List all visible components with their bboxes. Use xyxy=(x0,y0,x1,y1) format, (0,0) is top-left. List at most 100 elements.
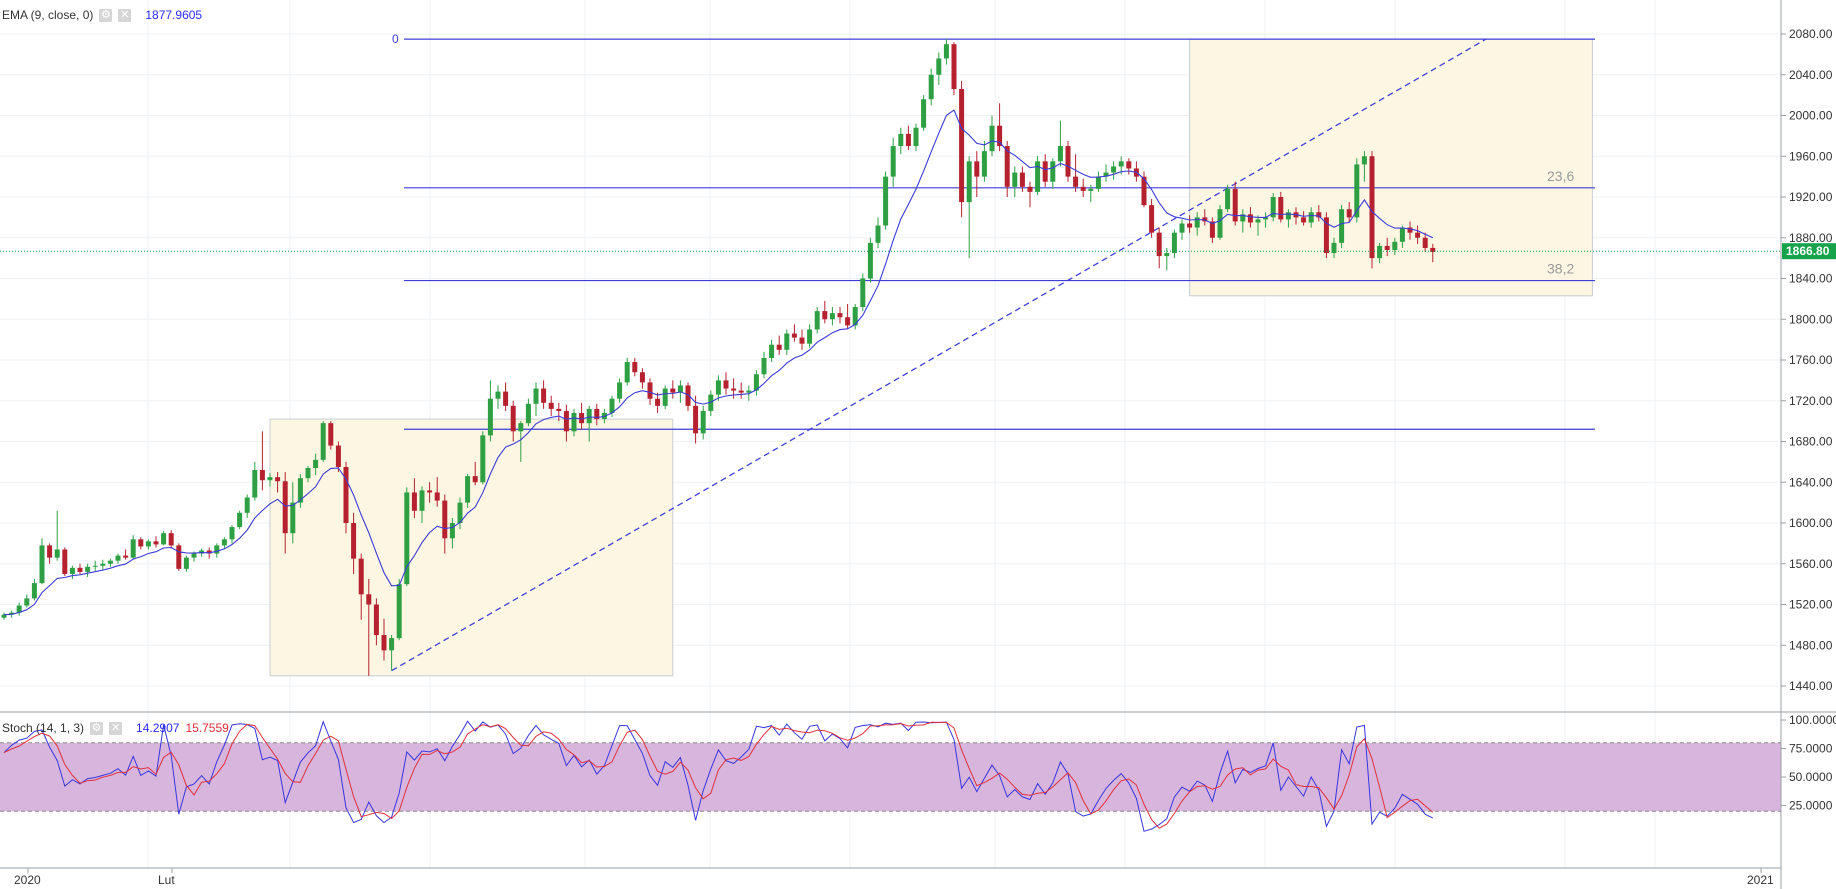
candle-body xyxy=(776,344,782,350)
candle-body xyxy=(594,408,600,420)
candle-body xyxy=(69,567,75,574)
candle-body xyxy=(1323,217,1329,254)
price-zone xyxy=(269,418,674,677)
candle-body xyxy=(229,527,235,540)
candle-body xyxy=(905,133,911,147)
candle-body xyxy=(1225,188,1231,210)
candle-body xyxy=(115,555,121,561)
candle-body xyxy=(495,391,501,399)
candle-body xyxy=(685,385,691,406)
candle-body xyxy=(39,545,45,584)
candle-body xyxy=(609,398,615,413)
stoch-lines xyxy=(3,720,1434,832)
settings-icon[interactable]: ⚙ xyxy=(90,721,104,735)
candle-body xyxy=(1339,209,1345,243)
candle-body xyxy=(1308,212,1314,223)
candle-body xyxy=(662,388,668,406)
candle-body xyxy=(1019,172,1025,187)
stoch-tick-label: 75.0000 xyxy=(1789,742,1833,756)
candle-body xyxy=(449,523,455,539)
candle-body xyxy=(518,423,524,432)
candle-body xyxy=(1278,197,1284,220)
candle-body xyxy=(138,539,144,547)
candle-body xyxy=(1392,241,1398,250)
candle-body xyxy=(966,161,972,203)
candle-body xyxy=(381,635,387,651)
candle-body xyxy=(1430,247,1436,253)
candle-body xyxy=(1035,161,1041,192)
candle-body xyxy=(1232,188,1238,222)
candle-body xyxy=(533,388,539,404)
candle-body xyxy=(221,539,227,546)
candle-body xyxy=(1255,219,1261,223)
candle-body xyxy=(1369,156,1375,259)
candle-body xyxy=(753,374,759,391)
candle-body xyxy=(1111,166,1117,173)
candle-body xyxy=(199,550,205,554)
candle-body xyxy=(556,408,562,411)
stoch-band xyxy=(0,742,1781,812)
candle-body xyxy=(700,410,706,434)
candle-body xyxy=(1187,223,1193,228)
stoch-k-line xyxy=(3,720,1434,832)
price-zone xyxy=(1189,38,1593,297)
candle-body xyxy=(191,553,197,558)
candle-body xyxy=(1240,214,1246,222)
candle-body xyxy=(913,127,919,147)
close-icon[interactable]: ✕ xyxy=(109,721,123,735)
candle-body xyxy=(837,313,843,318)
candle-body xyxy=(47,545,53,558)
time-tick-label: Lut xyxy=(158,873,175,887)
candle-body xyxy=(898,133,904,147)
candle-body xyxy=(852,307,858,326)
candle-body xyxy=(389,638,395,651)
candle-body xyxy=(586,408,592,424)
candle-body xyxy=(814,311,820,330)
candle-body xyxy=(1088,188,1094,191)
candle-body xyxy=(1217,209,1223,238)
candle-body xyxy=(153,541,159,545)
price-tick-label: 1560.00 xyxy=(1789,557,1833,571)
candle-body xyxy=(548,402,554,409)
candle-body xyxy=(16,605,22,613)
candle-body xyxy=(1316,212,1322,218)
trendline[interactable] xyxy=(391,38,1487,672)
stoch-tick-label: 100.0000 xyxy=(1789,713,1836,727)
candle-body xyxy=(1354,164,1360,218)
price-tick-label: 1520.00 xyxy=(1789,598,1833,612)
candle-body xyxy=(267,477,273,481)
candle-body xyxy=(1171,232,1177,254)
ema-path xyxy=(3,109,1434,616)
candle-body xyxy=(943,44,949,59)
candle-body xyxy=(579,412,585,424)
candle-body xyxy=(472,476,478,483)
fib-retracement[interactable]: 0 23,6 38,2 xyxy=(392,32,1595,430)
candle-body xyxy=(214,545,220,554)
candle-body xyxy=(989,125,995,152)
stoch-d-line xyxy=(3,721,1434,829)
candle-body xyxy=(351,523,357,559)
candle-body xyxy=(769,344,775,358)
candle-body xyxy=(1103,172,1109,177)
candle-body xyxy=(343,466,349,523)
candle-body xyxy=(723,380,729,389)
candle-body xyxy=(1361,156,1367,165)
price-tick-label: 1480.00 xyxy=(1789,638,1833,652)
settings-icon[interactable]: ⚙ xyxy=(99,8,113,22)
close-icon[interactable]: ✕ xyxy=(118,8,132,22)
last-price-badge xyxy=(1782,243,1836,260)
candle-body xyxy=(639,372,645,383)
candle-body xyxy=(290,502,296,534)
candle-body xyxy=(1422,237,1428,248)
candle-body xyxy=(1118,161,1124,167)
candle-body xyxy=(62,549,68,574)
candle-body xyxy=(1126,161,1132,169)
candle-body xyxy=(1399,227,1405,242)
candle-body xyxy=(951,44,957,90)
candle-body xyxy=(822,311,828,320)
price-tick-label: 1960.00 xyxy=(1789,149,1833,163)
candle-body xyxy=(1415,232,1421,238)
candle-body xyxy=(959,89,965,203)
